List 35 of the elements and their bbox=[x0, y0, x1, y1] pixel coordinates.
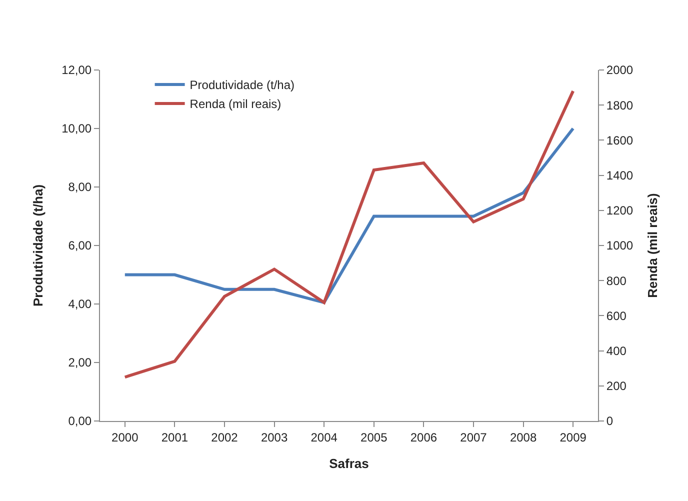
y2-tick-label: 600 bbox=[606, 308, 627, 323]
line-series bbox=[123, 90, 575, 379]
x-tick-label: 2002 bbox=[211, 430, 238, 444]
y2-tick-label: 1000 bbox=[606, 238, 634, 253]
y2-tick-label: 0 bbox=[606, 414, 614, 428]
legend-label: Produtividade (t/ha) bbox=[190, 78, 295, 92]
x-tick-label: 2007 bbox=[460, 430, 488, 444]
x-axis-title: Safras bbox=[329, 456, 369, 471]
y2-tick-label: 1200 bbox=[606, 204, 634, 218]
x-tick-label: 2003 bbox=[260, 430, 288, 444]
y2-tick-label: 800 bbox=[606, 274, 627, 288]
y-axis-title: Produtividade (t/ha) bbox=[30, 184, 46, 307]
y2-tick-label: 2000 bbox=[606, 63, 634, 78]
x-tick-label: 2005 bbox=[360, 430, 388, 444]
y-tick-label: 2,00 bbox=[68, 356, 92, 370]
y2-tick-label: 1400 bbox=[606, 168, 634, 182]
x-tick-label: 2001 bbox=[161, 430, 188, 444]
y-tick-label: 6,00 bbox=[68, 238, 92, 253]
x-tick-label: 2009 bbox=[560, 430, 587, 444]
y2-axis-title: Renda (mil reais) bbox=[645, 193, 660, 298]
x-tick-label: 2004 bbox=[310, 430, 338, 444]
x-tick-label: 2006 bbox=[410, 430, 438, 444]
y2-tick-label: 200 bbox=[606, 379, 627, 394]
y-tick-label: 4,00 bbox=[68, 297, 92, 312]
y2-tick-label: 1800 bbox=[606, 98, 634, 112]
legend-label: Renda (mil reais) bbox=[190, 97, 282, 112]
line-series bbox=[123, 127, 575, 304]
y-tick-label: 12,00 bbox=[62, 63, 92, 78]
y-tick-label: 8,00 bbox=[68, 180, 92, 194]
x-tick-label: 2008 bbox=[510, 430, 537, 444]
y2-tick-label: 400 bbox=[606, 344, 627, 358]
y-tick-label: 10,00 bbox=[62, 122, 92, 136]
y2-tick-label: 1600 bbox=[606, 133, 634, 148]
y-tick-label: 0,00 bbox=[68, 414, 92, 428]
x-tick-label: 2000 bbox=[112, 430, 139, 444]
